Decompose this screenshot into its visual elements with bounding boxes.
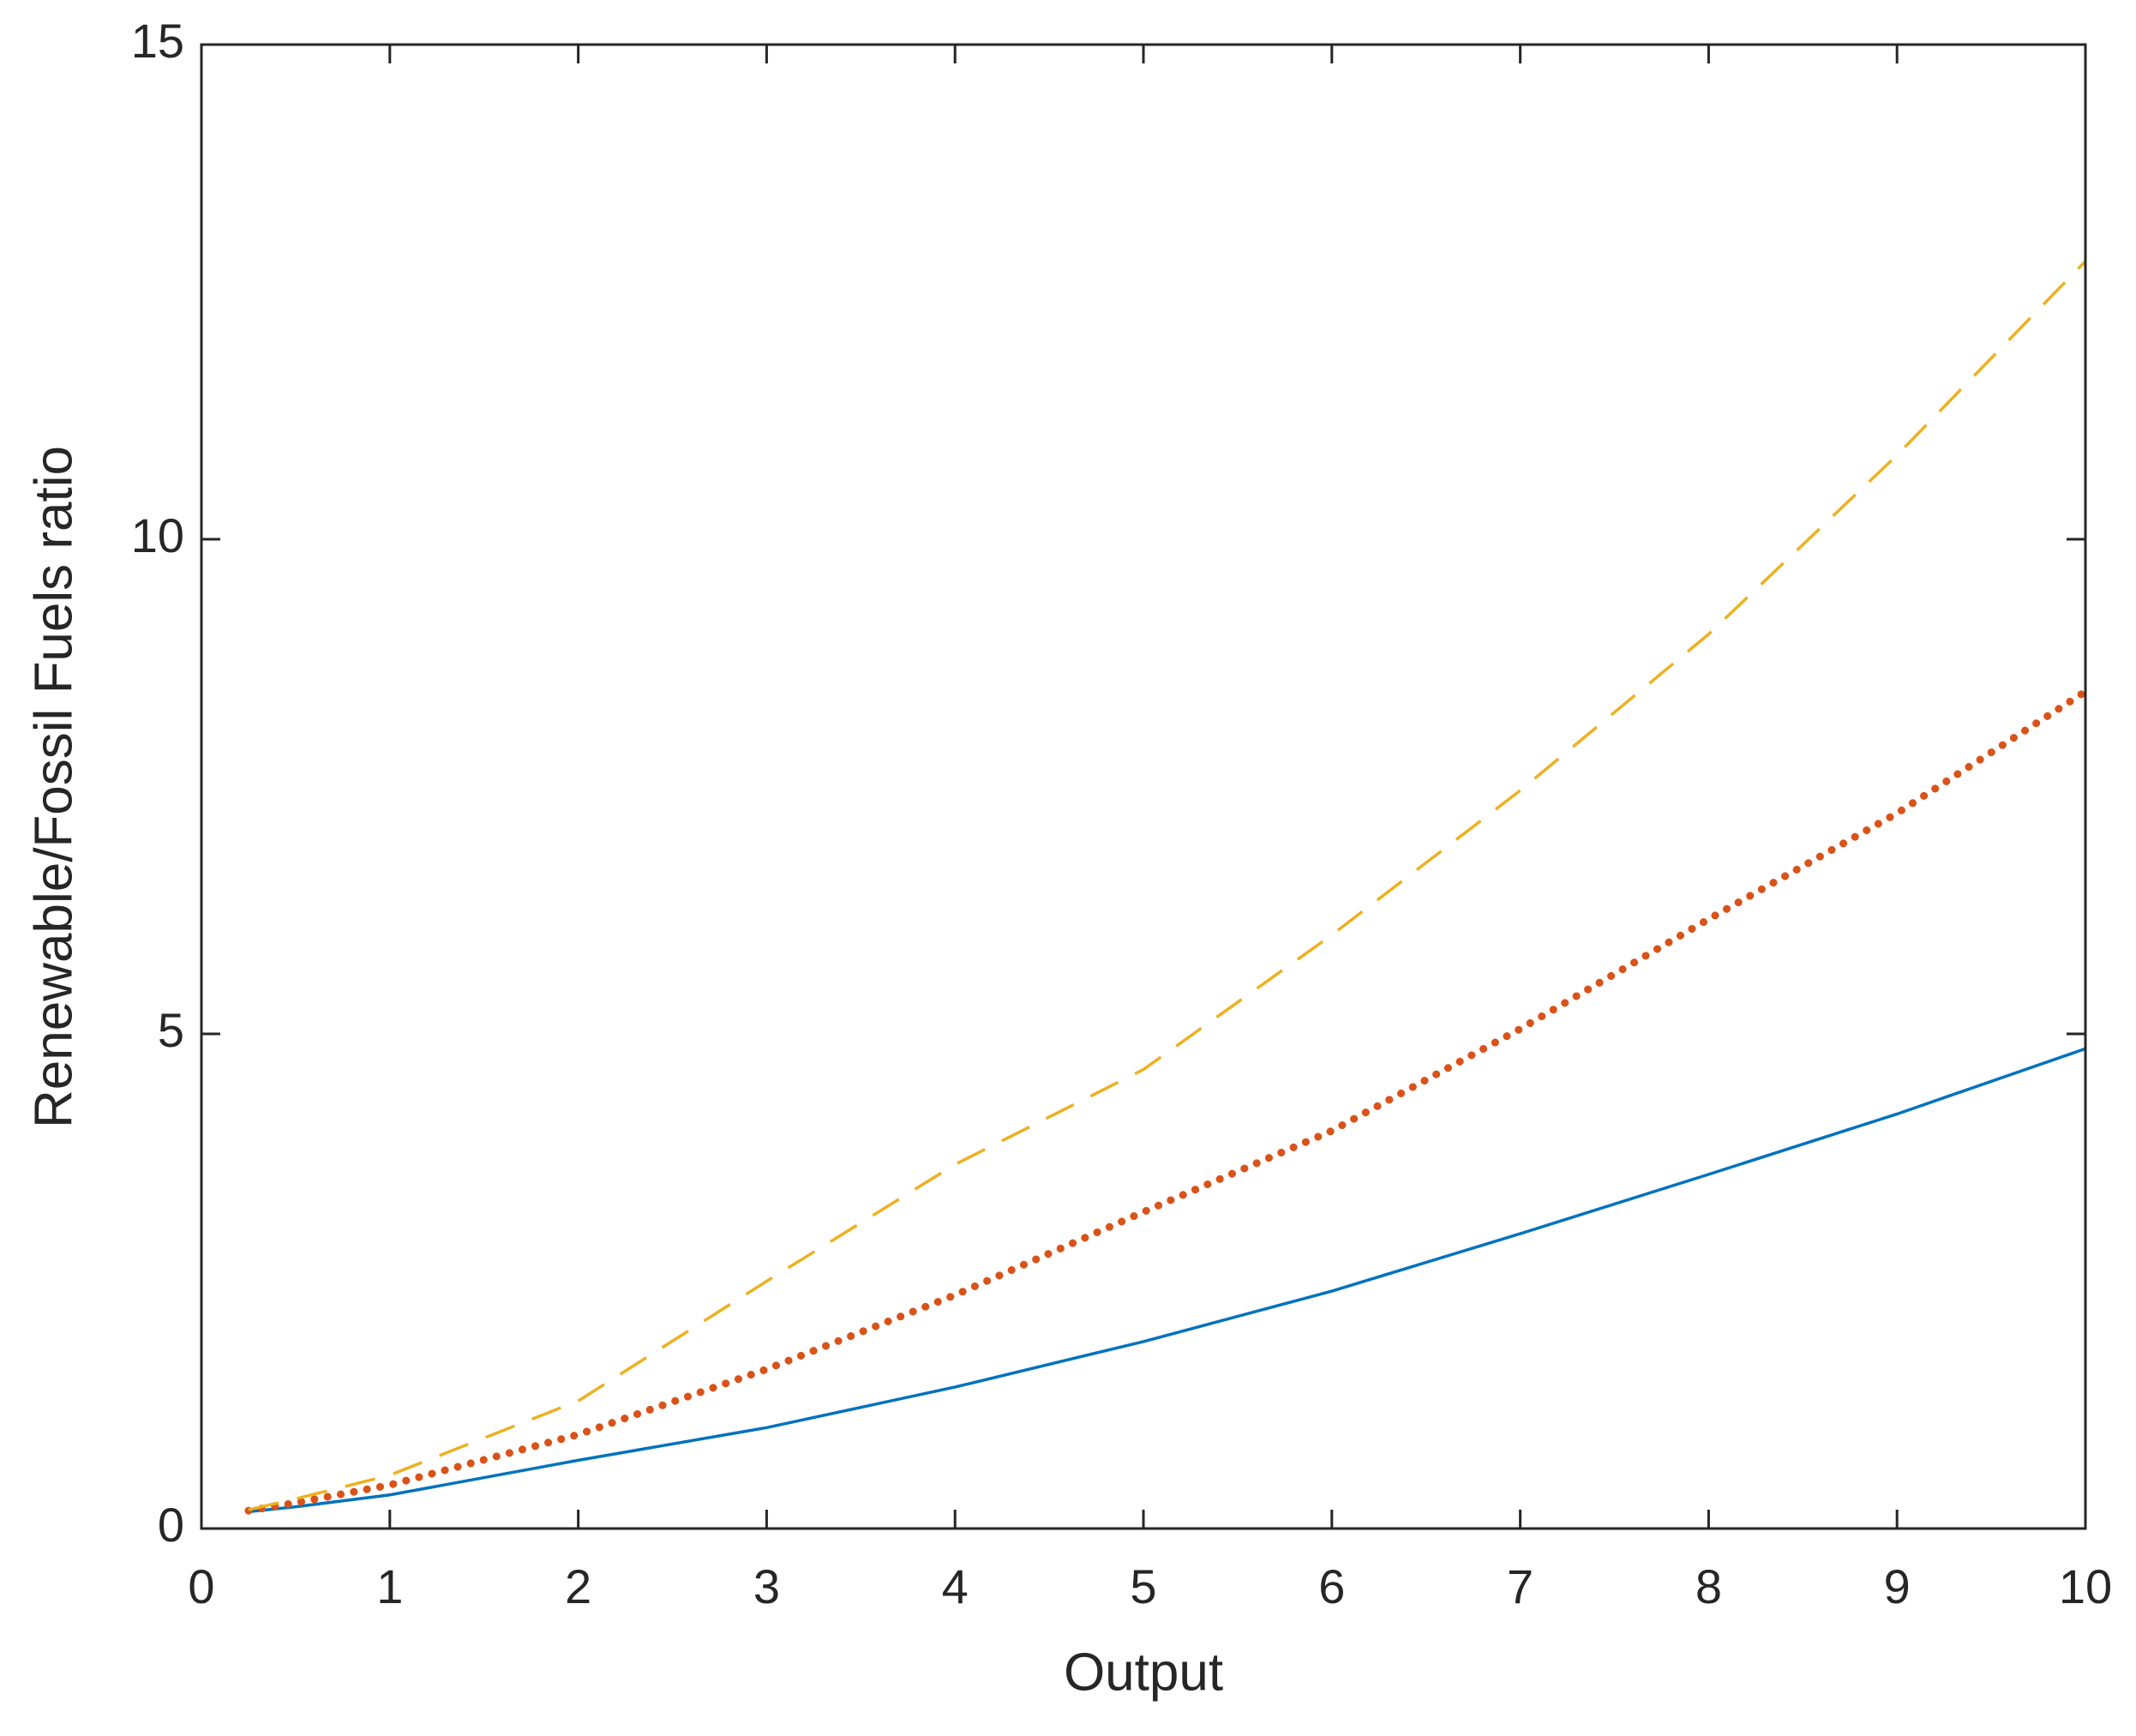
x-tick-label: 3: [753, 1559, 780, 1613]
x-tick-label: 4: [942, 1559, 969, 1613]
x-tick-label: 1: [376, 1559, 403, 1613]
y-tick-label: 0: [158, 1498, 184, 1552]
line-series: [248, 260, 2087, 1511]
x-tick-label: 10: [2059, 1559, 2112, 1613]
x-tick-label: 7: [1507, 1559, 1533, 1613]
y-tick-label: 5: [158, 1003, 184, 1057]
x-tick-label: 5: [1130, 1559, 1156, 1613]
plot-frame: [200, 43, 2087, 1530]
x-tick-label: 6: [1318, 1559, 1345, 1613]
line-series: [244, 688, 2090, 1515]
y-tick-label: 10: [131, 508, 184, 562]
x-tick-label: 2: [565, 1559, 591, 1613]
x-tick-label: 8: [1695, 1559, 1722, 1613]
y-tick-label: 15: [131, 14, 184, 68]
y-axis-label: Renewable/Fossil Fuels ratio: [24, 446, 83, 1128]
x-tick-label: 9: [1884, 1559, 1911, 1613]
x-tick-label: 0: [188, 1559, 214, 1613]
line-series: [248, 1047, 2086, 1514]
x-axis-label: Output: [1064, 1643, 1223, 1702]
